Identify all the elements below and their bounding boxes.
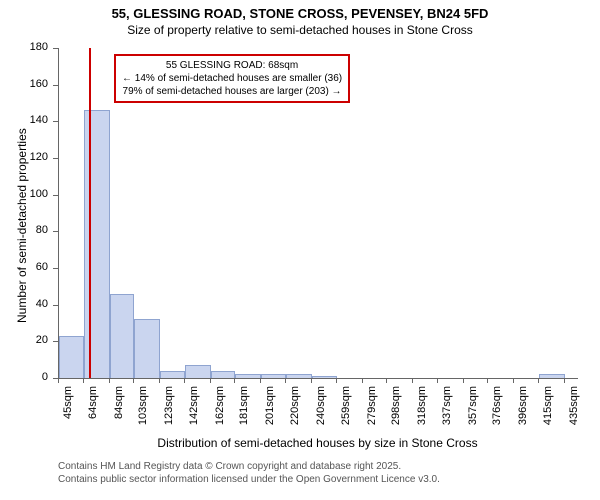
x-tick-label: 259sqm	[340, 386, 352, 486]
histogram-bar	[312, 376, 337, 378]
x-tick-label: 415sqm	[542, 386, 554, 486]
histogram-bar	[211, 371, 236, 378]
x-tick-mark	[336, 378, 337, 383]
y-tick-label: 120	[0, 151, 48, 163]
x-tick-mark	[210, 378, 211, 383]
x-tick-mark	[437, 378, 438, 383]
property-info-box: 55 GLESSING ROAD: 68sqm← 14% of semi-det…	[114, 54, 350, 103]
y-tick-label: 180	[0, 41, 48, 53]
y-tick-mark	[53, 268, 58, 269]
histogram-bar	[261, 374, 286, 378]
histogram-bar	[59, 336, 84, 378]
histogram-bar	[160, 371, 185, 378]
info-line: 55 GLESSING ROAD: 68sqm	[122, 59, 342, 72]
chart-container: 55, GLESSING ROAD, STONE CROSS, PEVENSEY…	[0, 0, 600, 500]
title-line2: Size of property relative to semi-detach…	[0, 23, 600, 39]
y-tick-label: 20	[0, 334, 48, 346]
x-tick-label: 396sqm	[517, 386, 529, 486]
histogram-bar	[84, 110, 110, 378]
x-tick-label: 45sqm	[62, 386, 74, 486]
histogram-bar	[539, 374, 565, 378]
y-tick-label: 160	[0, 78, 48, 90]
x-tick-mark	[133, 378, 134, 383]
property-marker-line	[89, 48, 91, 378]
x-tick-mark	[386, 378, 387, 383]
y-tick-mark	[53, 48, 58, 49]
x-tick-mark	[83, 378, 84, 383]
y-tick-label: 0	[0, 371, 48, 383]
y-tick-label: 100	[0, 188, 48, 200]
x-tick-label: 103sqm	[137, 386, 149, 486]
x-tick-mark	[362, 378, 363, 383]
x-tick-label: 337sqm	[441, 386, 453, 486]
y-tick-label: 80	[0, 224, 48, 236]
x-tick-label: 123sqm	[163, 386, 175, 486]
x-tick-mark	[513, 378, 514, 383]
x-tick-label: 84sqm	[113, 386, 125, 486]
x-tick-mark	[260, 378, 261, 383]
histogram-bar	[134, 319, 160, 378]
x-tick-label: 220sqm	[289, 386, 301, 486]
title-line1: 55, GLESSING ROAD, STONE CROSS, PEVENSEY…	[0, 6, 600, 23]
x-tick-label: 181sqm	[238, 386, 250, 486]
y-tick-mark	[53, 121, 58, 122]
y-tick-mark	[53, 85, 58, 86]
x-tick-label: 64sqm	[87, 386, 99, 486]
x-tick-mark	[184, 378, 185, 383]
plot-area: 55 GLESSING ROAD: 68sqm← 14% of semi-det…	[58, 48, 578, 379]
histogram-bar	[235, 374, 261, 378]
info-line: 79% of semi-detached houses are larger (…	[122, 85, 342, 98]
y-tick-label: 140	[0, 114, 48, 126]
chart-title-block: 55, GLESSING ROAD, STONE CROSS, PEVENSEY…	[0, 0, 600, 38]
y-tick-label: 60	[0, 261, 48, 273]
y-tick-mark	[53, 231, 58, 232]
x-tick-mark	[463, 378, 464, 383]
x-tick-label: 162sqm	[214, 386, 226, 486]
x-tick-mark	[109, 378, 110, 383]
x-tick-label: 435sqm	[568, 386, 580, 486]
histogram-bar	[185, 365, 211, 378]
x-tick-label: 376sqm	[491, 386, 503, 486]
x-tick-label: 318sqm	[416, 386, 428, 486]
x-tick-mark	[58, 378, 59, 383]
y-tick-mark	[53, 305, 58, 306]
y-tick-label: 40	[0, 298, 48, 310]
histogram-bar	[110, 294, 135, 378]
x-tick-mark	[564, 378, 565, 383]
x-tick-mark	[234, 378, 235, 383]
y-tick-mark	[53, 341, 58, 342]
x-tick-label: 298sqm	[390, 386, 402, 486]
y-tick-mark	[53, 195, 58, 196]
x-tick-mark	[159, 378, 160, 383]
histogram-bar	[286, 374, 312, 378]
x-tick-mark	[285, 378, 286, 383]
y-tick-mark	[53, 158, 58, 159]
x-tick-mark	[412, 378, 413, 383]
x-tick-mark	[487, 378, 488, 383]
x-tick-label: 279sqm	[366, 386, 378, 486]
x-tick-label: 357sqm	[467, 386, 479, 486]
x-tick-label: 142sqm	[188, 386, 200, 486]
x-tick-mark	[538, 378, 539, 383]
info-line: ← 14% of semi-detached houses are smalle…	[122, 72, 342, 85]
x-tick-label: 201sqm	[264, 386, 276, 486]
x-tick-label: 240sqm	[315, 386, 327, 486]
x-tick-mark	[311, 378, 312, 383]
